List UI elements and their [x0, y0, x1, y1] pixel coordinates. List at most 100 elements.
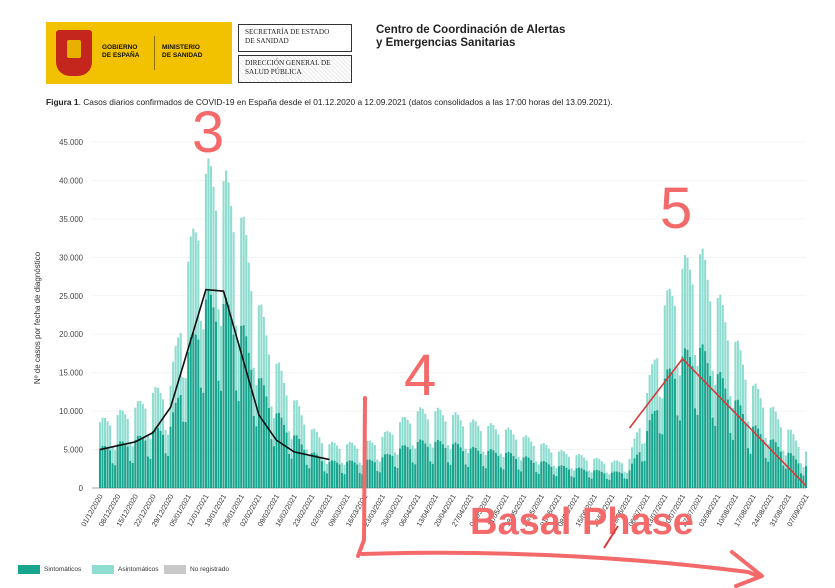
- bar-asintomaticos: [106, 421, 109, 448]
- bar-sintomaticos: [411, 462, 414, 488]
- bar-sintomaticos: [492, 450, 495, 488]
- bar-sintomaticos: [257, 378, 260, 488]
- bar-sintomaticos: [721, 378, 724, 488]
- bar-asintomaticos: [174, 345, 177, 403]
- bar-sintomaticos: [106, 447, 109, 488]
- bar-sintomaticos: [227, 304, 230, 488]
- bar-asintomaticos: [696, 366, 699, 415]
- bar-asintomaticos: [126, 418, 129, 447]
- bar-asintomaticos: [320, 443, 323, 462]
- bar-sintomaticos: [535, 472, 538, 488]
- bar-asintomaticos: [472, 419, 475, 447]
- bar-sintomaticos: [225, 297, 228, 488]
- bar-asintomaticos: [341, 462, 344, 473]
- bar-sintomaticos: [262, 385, 265, 488]
- bar-sintomaticos: [683, 348, 687, 488]
- bar-asintomaticos: [648, 374, 651, 421]
- bar-sintomaticos: [212, 307, 215, 488]
- bar-asintomaticos: [552, 465, 555, 475]
- bar-asintomaticos: [784, 455, 787, 469]
- bar-sintomaticos: [313, 452, 316, 488]
- bar-asintomaticos: [462, 426, 465, 452]
- government-logo: GOBIERNO DE ESPAÑA MINISTERIO DE SANIDAD: [46, 22, 232, 84]
- bar-sintomaticos: [235, 390, 238, 488]
- bar-sintomaticos: [711, 417, 714, 488]
- bar-sintomaticos: [230, 318, 233, 488]
- bar-asintomaticos: [572, 470, 576, 478]
- bar-sintomaticos: [562, 466, 565, 488]
- bar-sintomaticos: [356, 464, 359, 488]
- bar-sintomaticos: [154, 427, 157, 488]
- bar-asintomaticos: [280, 370, 283, 418]
- bar-sintomaticos: [323, 471, 326, 488]
- bar-sintomaticos: [482, 466, 485, 488]
- bar-sintomaticos: [111, 463, 114, 488]
- bar-asintomaticos: [704, 259, 707, 352]
- bar-asintomaticos: [114, 450, 117, 466]
- bar-sintomaticos: [272, 446, 276, 488]
- bar-asintomaticos: [504, 429, 507, 453]
- bar-sintomaticos: [121, 441, 124, 488]
- bar-sintomaticos: [209, 294, 212, 488]
- bar-sintomaticos: [424, 443, 427, 488]
- bar-sintomaticos: [335, 462, 339, 488]
- bar-asintomaticos: [154, 386, 157, 428]
- bar-asintomaticos: [151, 393, 154, 432]
- bar-sintomaticos: [658, 433, 661, 488]
- bar-asintomaticos: [565, 454, 568, 468]
- bar-sintomaticos: [704, 351, 707, 488]
- bar-sintomaticos: [479, 453, 482, 488]
- bar-asintomaticos: [484, 455, 487, 469]
- bar-asintomaticos: [706, 279, 709, 364]
- bar-asintomaticos: [167, 434, 170, 457]
- bar-sintomaticos: [449, 464, 452, 488]
- bar-sintomaticos: [305, 464, 308, 488]
- bar-asintomaticos: [595, 457, 598, 470]
- bar-asintomaticos: [522, 436, 525, 458]
- annotation-basal-phase: Basal Phase: [470, 501, 694, 543]
- bar-sintomaticos: [651, 413, 654, 488]
- bar-asintomaticos: [673, 305, 676, 379]
- figure-caption: Figura 1. Casos diarios confirmados de C…: [46, 97, 613, 107]
- bar-sintomaticos: [593, 470, 596, 488]
- bar-sintomaticos: [277, 412, 281, 488]
- bar-sintomaticos: [295, 435, 298, 488]
- bar-sintomaticos: [373, 462, 376, 488]
- bar-sintomaticos: [744, 423, 747, 488]
- bar-asintomaticos: [187, 261, 190, 353]
- bar-asintomaticos: [303, 424, 306, 450]
- bar-asintomaticos: [671, 295, 674, 373]
- bar-sintomaticos: [484, 468, 487, 488]
- secretaria-box: SECRETARÍA DE ESTADO DE SANIDAD: [238, 24, 352, 52]
- bar-asintomaticos: [202, 329, 205, 393]
- bar-sintomaticos: [351, 460, 354, 488]
- bar-asintomaticos: [754, 383, 757, 426]
- bar-sintomaticos: [275, 413, 278, 488]
- bar-asintomaticos: [517, 457, 520, 470]
- bar-sintomaticos: [174, 402, 177, 488]
- bar-sintomaticos: [222, 303, 225, 488]
- bar-sintomaticos: [746, 448, 750, 488]
- bar-sintomaticos: [572, 477, 576, 488]
- bar-sintomaticos: [393, 466, 397, 488]
- bar-sintomaticos: [419, 439, 422, 488]
- bar-sintomaticos: [754, 425, 757, 488]
- bar-asintomaticos: [159, 393, 162, 432]
- bar-asintomaticos: [694, 355, 697, 409]
- bar-asintomaticos: [242, 216, 245, 326]
- bar-asintomaticos: [779, 427, 782, 452]
- bar-asintomaticos: [678, 375, 681, 421]
- bar-asintomaticos: [638, 428, 641, 453]
- bar-asintomaticos: [237, 343, 240, 402]
- bar-sintomaticos: [366, 459, 369, 488]
- bar-sintomaticos: [338, 464, 341, 488]
- bar-asintomaticos: [414, 448, 417, 465]
- bar-asintomaticos: [275, 363, 278, 414]
- bar-sintomaticos: [724, 388, 727, 488]
- bar-sintomaticos: [676, 415, 679, 488]
- bar-sintomaticos: [661, 434, 664, 488]
- bar-asintomaticos: [351, 442, 354, 461]
- bar-sintomaticos: [459, 447, 462, 488]
- bar-sintomaticos: [671, 372, 674, 488]
- bar-sintomaticos: [504, 452, 507, 488]
